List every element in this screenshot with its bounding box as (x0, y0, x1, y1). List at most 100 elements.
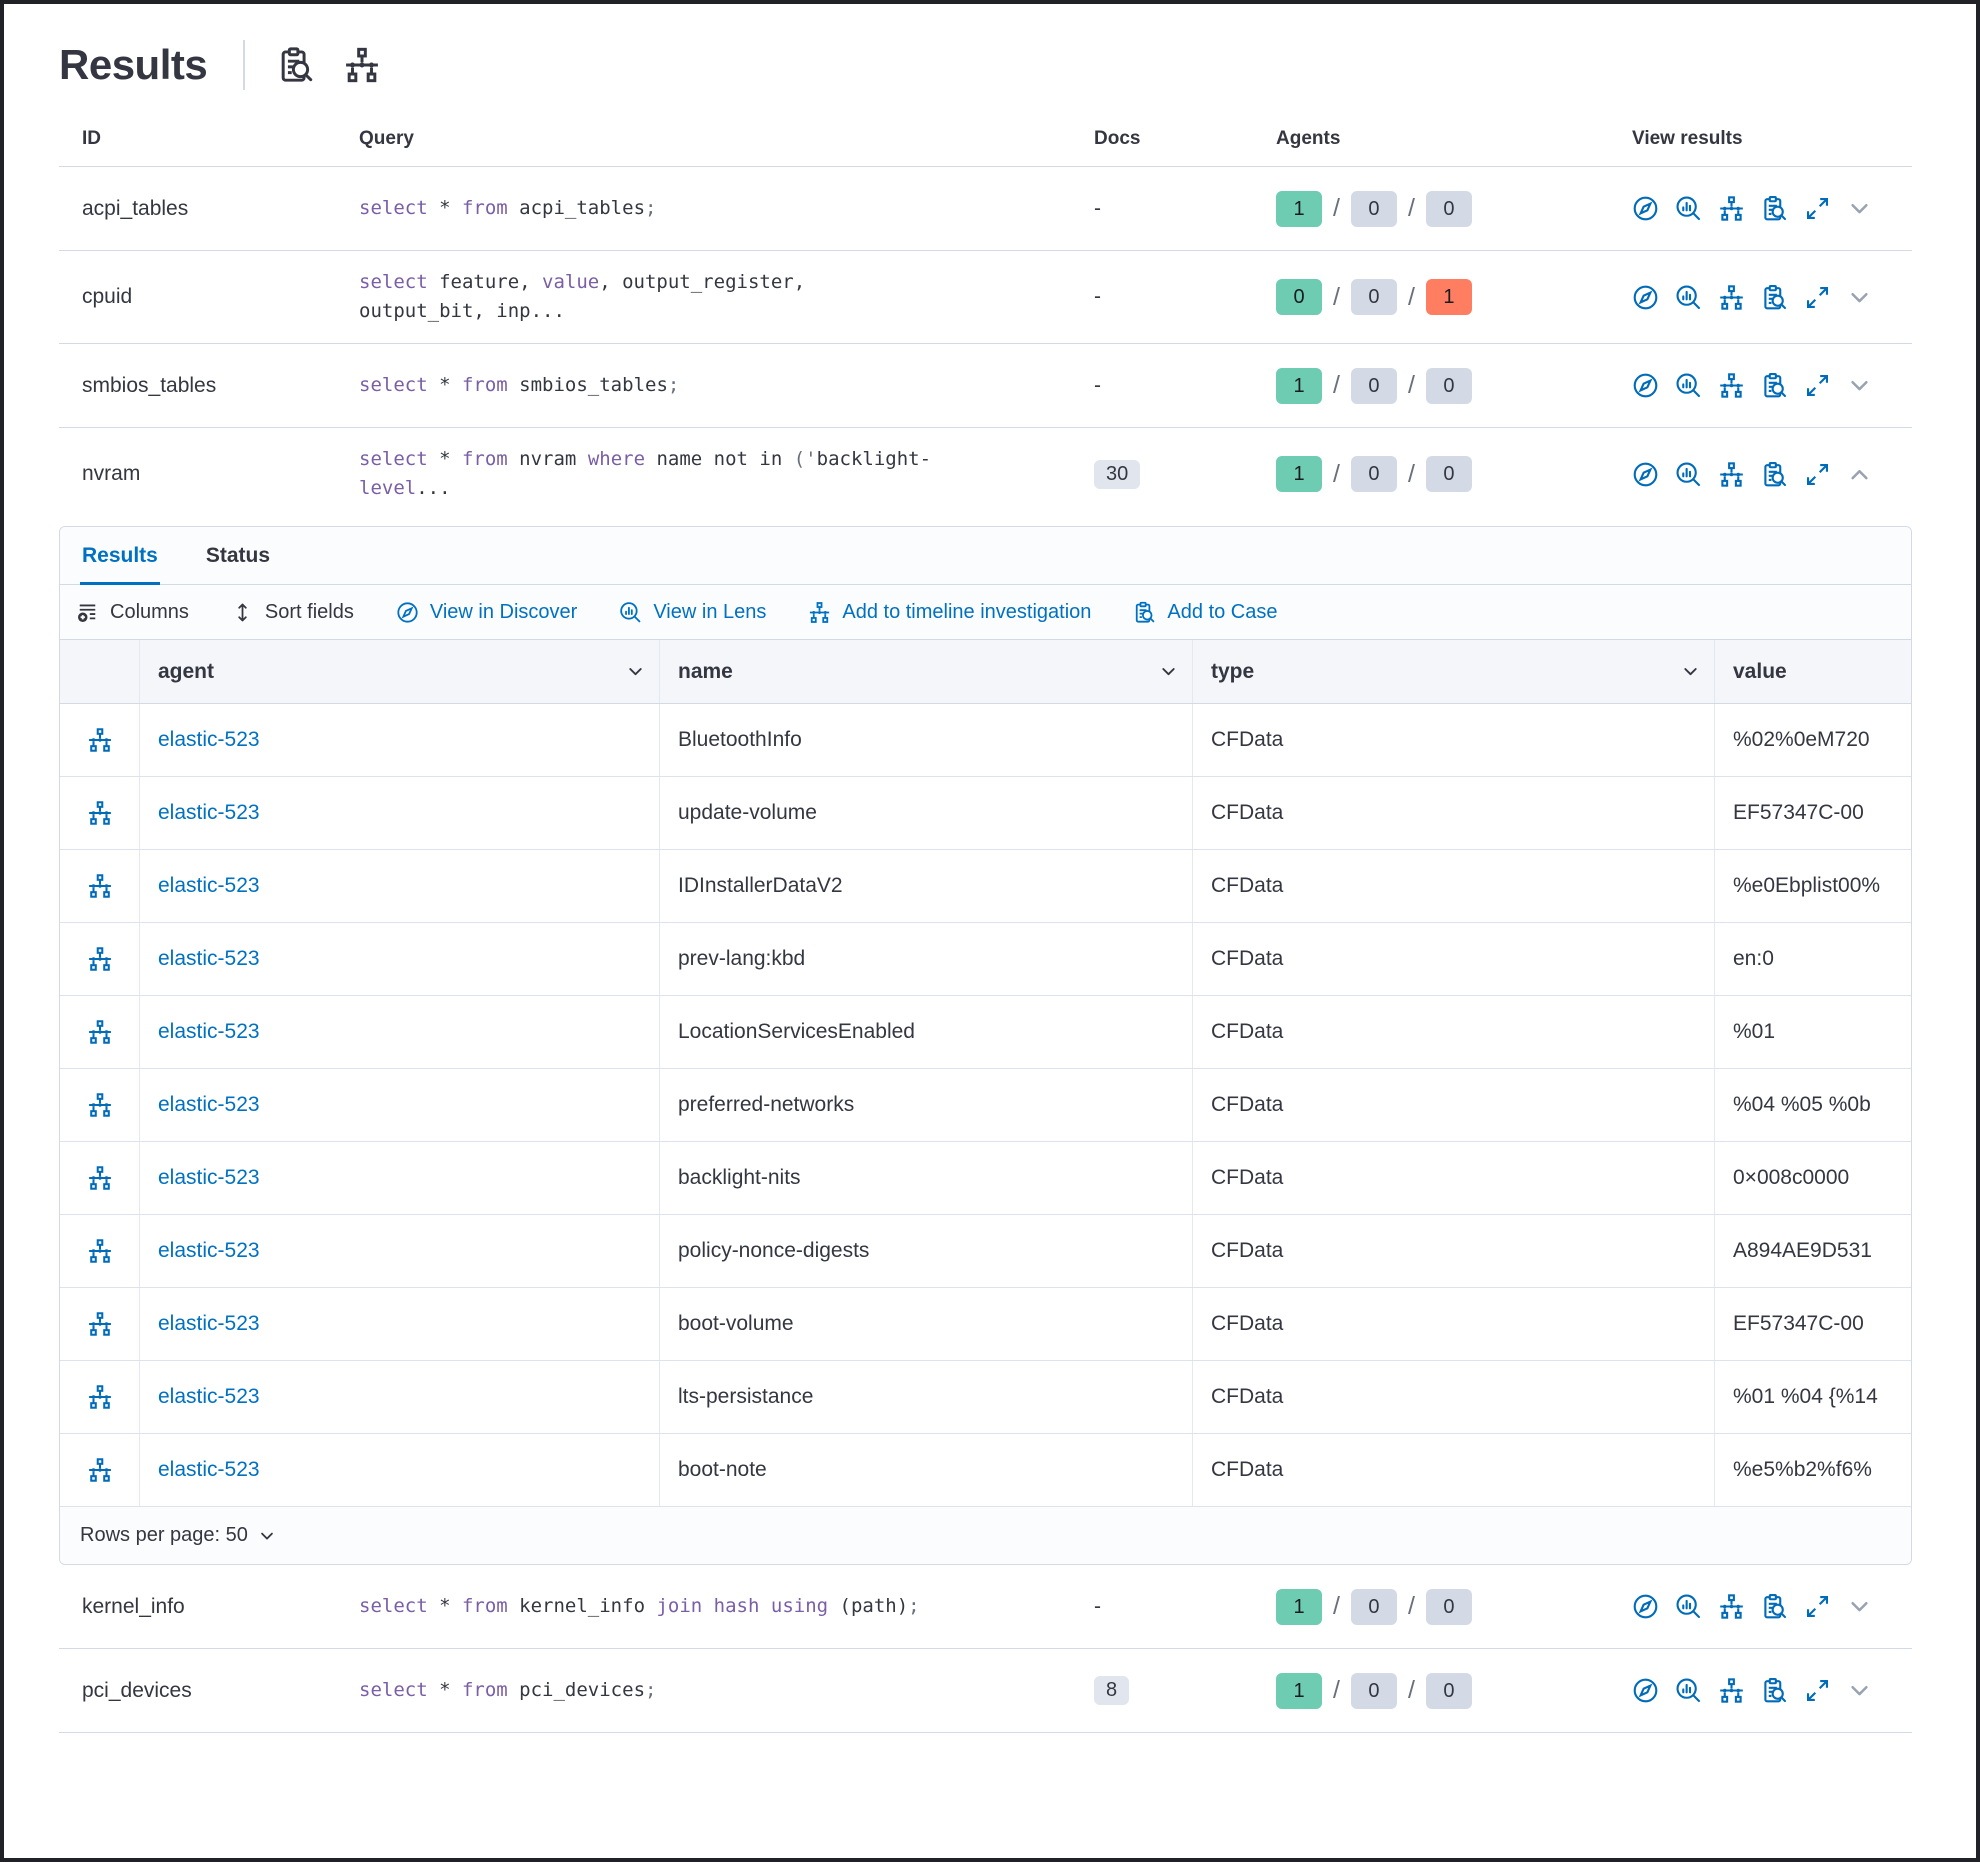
add-to-timeline-icon[interactable] (87, 727, 113, 753)
columns-button[interactable]: Columns (76, 601, 189, 624)
agent-link[interactable]: elastic-523 (158, 1239, 260, 1262)
agent-link[interactable]: elastic-523 (158, 1093, 260, 1116)
view-in-discover-icon[interactable] (1632, 284, 1659, 311)
agent-link[interactable]: elastic-523 (158, 1020, 260, 1043)
sql-token-txt: nvram (507, 448, 588, 470)
add-to-timeline-icon[interactable] (87, 1457, 113, 1483)
view-in-discover-icon[interactable] (1632, 1593, 1659, 1620)
expand-row-chevron-down-icon[interactable] (1847, 1594, 1872, 1619)
add-to-case-icon[interactable] (1761, 1677, 1788, 1704)
add-to-timeline-icon[interactable] (87, 1384, 113, 1410)
view-in-discover-icon[interactable] (1632, 1677, 1659, 1704)
add-to-timeline-icon[interactable] (87, 946, 113, 972)
view-in-lens-button[interactable]: View in Lens (619, 601, 766, 624)
view-in-discover-icon[interactable] (1632, 461, 1659, 488)
name-cell: IDInstallerDataV2 (660, 850, 1193, 922)
add-to-case-icon[interactable] (1761, 372, 1788, 399)
title-divider (243, 40, 246, 90)
add-to-case-icon[interactable] (1761, 461, 1788, 488)
add-to-timeline-icon[interactable] (87, 1165, 113, 1191)
docs-cell: 8 (1094, 1676, 1276, 1705)
sql-token-punc: (' (793, 448, 817, 470)
add-to-timeline-icon[interactable] (87, 1019, 113, 1045)
agent-link[interactable]: elastic-523 (158, 1166, 260, 1189)
row-timeline-action-cell (60, 704, 140, 776)
name-cell: policy-nonce-digests (660, 1215, 1193, 1287)
add-to-timeline-icon[interactable] (1718, 1593, 1745, 1620)
add-to-case-icon[interactable] (1761, 284, 1788, 311)
expand-icon[interactable] (1804, 372, 1831, 399)
sql-token-txt: acpi_tables (507, 197, 646, 219)
sql-token-kw: value (542, 271, 600, 293)
add-to-timeline-icon[interactable] (87, 1311, 113, 1337)
expand-icon[interactable] (1804, 284, 1831, 311)
page-title: Results (59, 41, 208, 88)
agent-link[interactable]: elastic-523 (158, 1312, 260, 1335)
view-in-lens-icon[interactable] (1675, 1593, 1702, 1620)
rows-per-page-control[interactable]: Rows per page: 50 (60, 1507, 1911, 1564)
agent-link[interactable]: elastic-523 (158, 728, 260, 751)
add-to-case-icon[interactable] (1761, 1593, 1788, 1620)
agent-cell: elastic-523 (140, 777, 660, 849)
collapse-row-chevron-up-icon[interactable] (1847, 462, 1872, 487)
grid-column-header-agent[interactable]: agent (140, 640, 660, 703)
grid-column-header-name[interactable]: name (660, 640, 1193, 703)
add-to-timeline-icon[interactable] (1718, 461, 1745, 488)
view-in-lens-icon[interactable] (1675, 372, 1702, 399)
agent-success-badge: 0 (1276, 279, 1322, 315)
grid-column-header-value[interactable]: value (1715, 640, 1911, 703)
add-to-timeline-icon[interactable] (1718, 372, 1745, 399)
sql-token-txt: name not in (645, 448, 794, 470)
tab-status[interactable]: Status (205, 543, 271, 567)
add-to-timeline-button[interactable]: Add to timeline investigation (808, 601, 1091, 624)
add-to-timeline-icon[interactable] (87, 1238, 113, 1264)
view-in-lens-icon[interactable] (1675, 1677, 1702, 1704)
agent-link[interactable]: elastic-523 (158, 874, 260, 897)
inspect-icon[interactable] (277, 46, 315, 84)
sql-token-kw: level (359, 477, 417, 499)
expand-icon[interactable] (1804, 195, 1831, 222)
query-result-row: nvram select * from nvram where name not… (59, 428, 1912, 520)
grid-data-row: elastic-523 boot-note CFData %e5%b2%f6% (60, 1434, 1911, 1507)
column-actions-chevron-icon[interactable] (1681, 662, 1700, 681)
grid-column-label: agent (158, 659, 215, 683)
view-in-discover-button[interactable]: View in Discover (396, 601, 577, 624)
grid-column-header-type[interactable]: type (1193, 640, 1715, 703)
view-in-discover-icon[interactable] (1632, 372, 1659, 399)
view-in-discover-icon[interactable] (1632, 195, 1659, 222)
add-to-case-icon[interactable] (1761, 195, 1788, 222)
tab-results[interactable]: Results (80, 527, 160, 585)
grid-column-label: value (1733, 659, 1787, 683)
column-actions-chevron-icon[interactable] (1159, 662, 1178, 681)
expand-row-chevron-down-icon[interactable] (1847, 196, 1872, 221)
expand-icon[interactable] (1804, 1677, 1831, 1704)
name-cell: boot-note (660, 1434, 1193, 1506)
agent-link[interactable]: elastic-523 (158, 947, 260, 970)
add-to-timeline-icon[interactable] (87, 873, 113, 899)
view-in-lens-icon[interactable] (1675, 461, 1702, 488)
add-to-case-button[interactable]: Add to Case (1133, 601, 1278, 624)
add-to-timeline-icon[interactable] (1718, 1677, 1745, 1704)
timeline-icon[interactable] (343, 46, 381, 84)
expand-row-chevron-down-icon[interactable] (1847, 285, 1872, 310)
add-to-timeline-icon[interactable] (87, 1092, 113, 1118)
grid-data-row: elastic-523 IDInstallerDataV2 CFData %e0Ebp… (60, 850, 1911, 923)
add-to-timeline-icon[interactable] (1718, 195, 1745, 222)
agent-link[interactable]: elastic-523 (158, 801, 260, 824)
view-in-lens-icon[interactable] (1675, 195, 1702, 222)
tab-strip: Results Status (60, 527, 1911, 585)
agent-link[interactable]: elastic-523 (158, 1385, 260, 1408)
grid-data-row: elastic-523 boot-volume CFData EF57347C-00 (60, 1288, 1911, 1361)
view-in-lens-icon[interactable] (1675, 284, 1702, 311)
value-cell: %04 %05 %0b (1733, 1093, 1871, 1116)
expand-row-chevron-down-icon[interactable] (1847, 1678, 1872, 1703)
sort-fields-button[interactable]: Sort fields (231, 601, 354, 624)
column-actions-chevron-icon[interactable] (626, 662, 645, 681)
agent-link[interactable]: elastic-523 (158, 1458, 260, 1481)
add-to-timeline-icon[interactable] (1718, 284, 1745, 311)
expand-icon[interactable] (1804, 1593, 1831, 1620)
expand-row-chevron-down-icon[interactable] (1847, 373, 1872, 398)
expand-icon[interactable] (1804, 461, 1831, 488)
add-to-timeline-icon[interactable] (87, 800, 113, 826)
agents-status: 1 / 0 / 0 (1276, 456, 1632, 492)
